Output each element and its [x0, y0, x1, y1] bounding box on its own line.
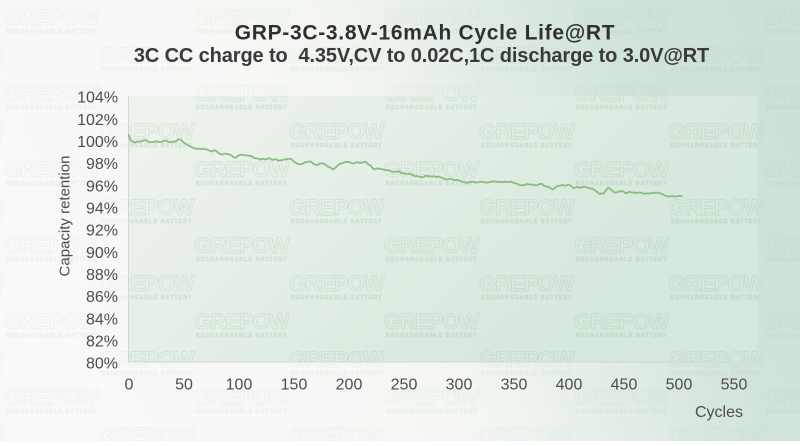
svg-text:94%: 94% [86, 200, 118, 217]
svg-text:400: 400 [556, 377, 583, 394]
svg-text:250: 250 [391, 377, 418, 394]
svg-text:100%: 100% [77, 134, 118, 151]
svg-text:88%: 88% [86, 267, 118, 284]
svg-text:Capacity retention: Capacity retention [57, 156, 74, 277]
svg-text:200: 200 [336, 377, 363, 394]
svg-text:104%: 104% [77, 90, 118, 107]
svg-text:102%: 102% [77, 112, 118, 129]
svg-text:Cycles: Cycles [695, 404, 743, 421]
svg-text:0: 0 [125, 377, 134, 394]
svg-text:GRP-3C-3.8V-16mAh Cycle Life@R: GRP-3C-3.8V-16mAh Cycle Life@RT [235, 22, 616, 45]
svg-text:96%: 96% [86, 178, 118, 195]
svg-text:98%: 98% [86, 156, 118, 173]
svg-text:84%: 84% [86, 311, 118, 328]
svg-text:92%: 92% [86, 223, 118, 240]
svg-text:3C CC charge to 4.35V,CV to 0: 3C CC charge to 4.35V,CV to 0.02C,1C dis… [134, 45, 709, 67]
svg-text:550: 550 [721, 377, 748, 394]
svg-text:100: 100 [226, 377, 253, 394]
svg-text:82%: 82% [86, 333, 118, 350]
svg-text:150: 150 [281, 377, 308, 394]
svg-text:500: 500 [666, 377, 693, 394]
svg-text:300: 300 [446, 377, 473, 394]
svg-text:450: 450 [611, 377, 638, 394]
svg-text:80%: 80% [86, 356, 118, 373]
svg-text:350: 350 [501, 377, 528, 394]
svg-text:50: 50 [175, 377, 193, 394]
svg-text:90%: 90% [86, 245, 118, 262]
svg-text:86%: 86% [86, 289, 118, 306]
